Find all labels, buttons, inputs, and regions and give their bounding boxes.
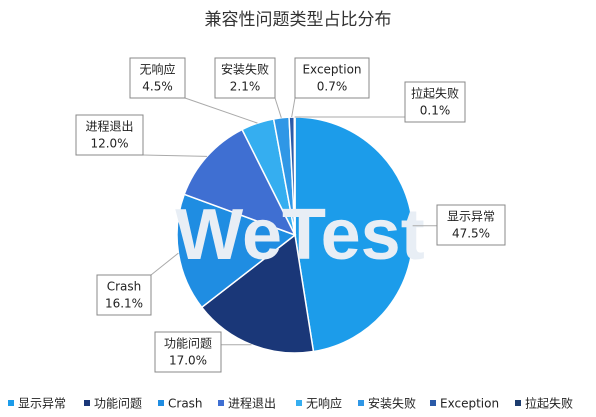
legend-label: 拉起失败: [525, 396, 573, 411]
watermark: WeTest: [175, 195, 424, 275]
legend-label: 进程退出: [228, 396, 276, 411]
legend-label: Exception: [440, 397, 499, 411]
label-box: [96, 274, 152, 316]
legend-label: 安装失败: [368, 396, 416, 411]
leader-line: [142, 154, 207, 157]
label-category: 安装失败: [221, 62, 269, 77]
data-label: 16.1%: [105, 297, 143, 311]
data-label: 4.5%: [142, 80, 173, 94]
pie-slice: [294, 116, 414, 353]
legend-swatch: [218, 400, 224, 406]
label-box: [75, 114, 144, 156]
label-box: [404, 81, 466, 123]
label-category: 拉起失败: [411, 86, 459, 101]
pie: [176, 116, 414, 354]
label-category: 显示异常: [447, 210, 495, 224]
label-category: 功能问题: [164, 337, 212, 351]
legend-swatch: [158, 400, 164, 406]
label-box: [129, 57, 186, 99]
label-category: 进程退出: [85, 119, 133, 134]
legend-swatch: [430, 400, 436, 406]
legend-swatch: [296, 400, 302, 406]
data-label: 0.1%: [420, 104, 451, 118]
data-label: 17.0%: [169, 354, 207, 368]
legend-label: Crash: [168, 397, 203, 411]
label-box: [294, 57, 370, 99]
legend-swatch: [358, 400, 364, 406]
label-category: 无响应: [139, 62, 175, 77]
legend: 显示异常 功能问题 Crash 进程退出 无响应 安装失败 Exception 拉起失败: [8, 396, 573, 411]
legend-swatch: [8, 400, 14, 406]
label-box: [154, 331, 222, 373]
data-label: 2.1%: [230, 80, 261, 94]
data-label: 0.7%: [317, 80, 348, 94]
legend-swatch: [515, 400, 521, 406]
labels: 显示异常 47.5% 功能问题 17.0% Crash 16.1% 进程退出 12.0% 无响应…: [75, 57, 506, 373]
data-label: 12.0%: [90, 137, 128, 151]
legend-label: 显示异常: [18, 397, 66, 411]
leader-line: [274, 97, 282, 118]
legend-swatch: [84, 400, 90, 406]
label-category: Exception: [302, 63, 361, 77]
legend-label: 无响应: [306, 396, 342, 411]
leader-line: [291, 97, 296, 118]
chart-title: 兼容性问题类型占比分布: [205, 10, 392, 30]
leader-line: [184, 97, 258, 124]
legend-label: 功能问题: [94, 397, 142, 411]
leader-line: [150, 252, 179, 276]
pie-slice: [200, 233, 315, 354]
data-label: 47.5%: [452, 227, 490, 241]
label-box: [214, 57, 276, 99]
label-box: [436, 204, 506, 246]
label-category: Crash: [107, 280, 142, 294]
